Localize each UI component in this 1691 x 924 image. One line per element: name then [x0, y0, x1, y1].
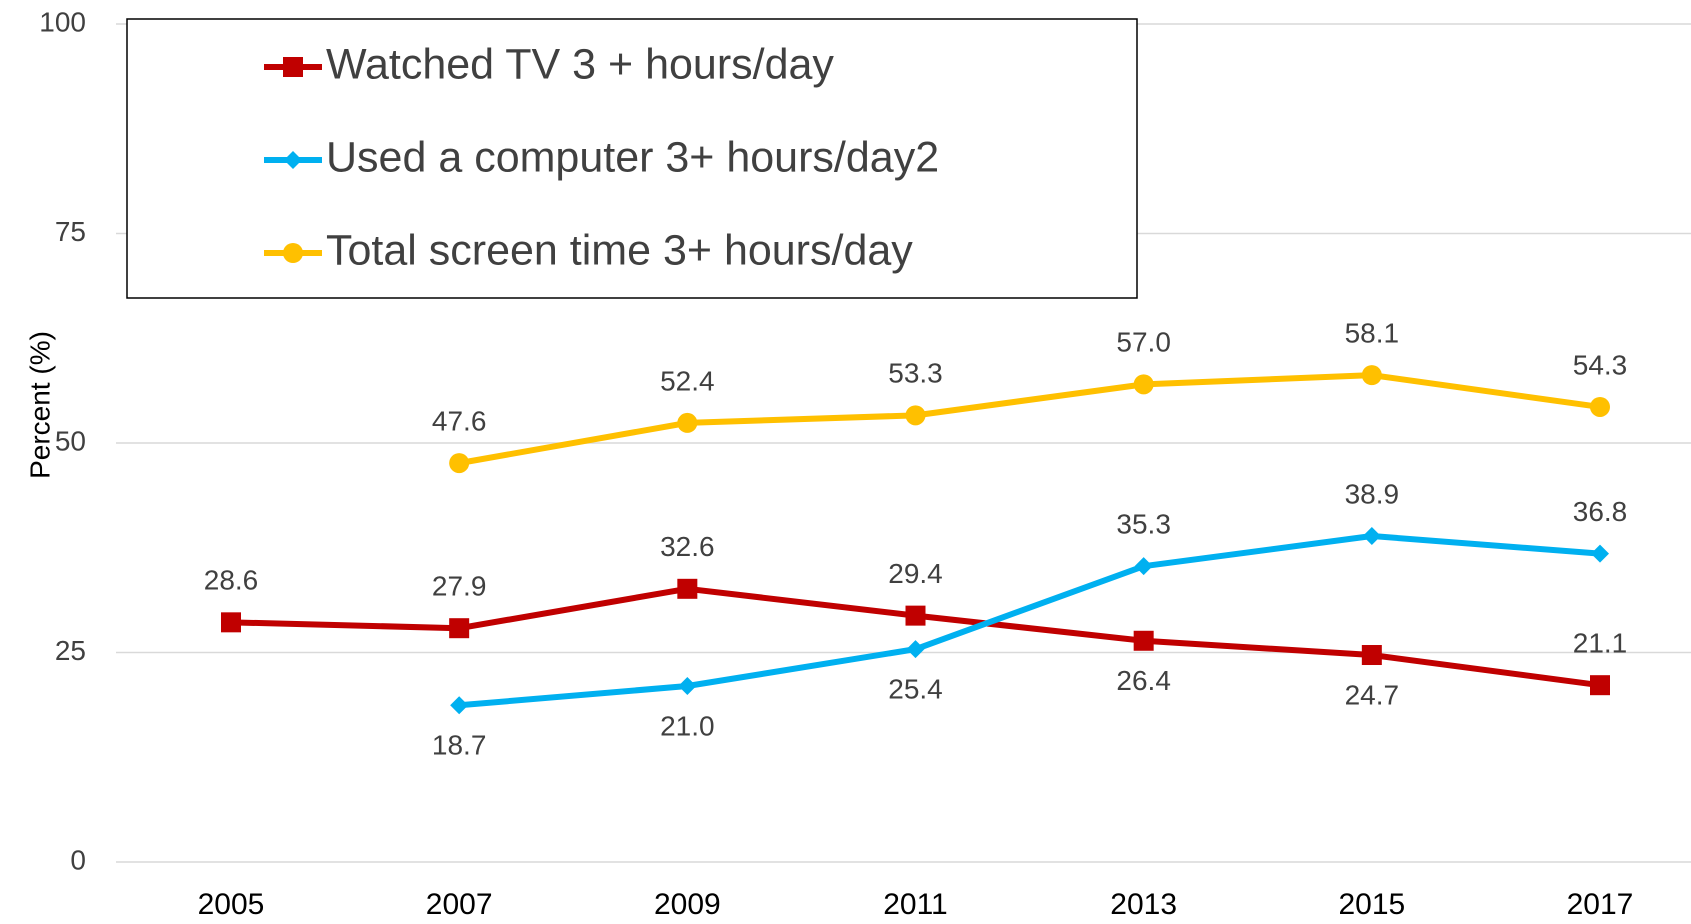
data-label: 35.3 — [1116, 509, 1171, 540]
marker — [906, 640, 925, 659]
marker — [1590, 675, 1610, 696]
y-axis-label: Percent (%) — [24, 331, 55, 479]
marker — [283, 57, 303, 77]
data-label: 54.3 — [1573, 349, 1628, 380]
x-tick-label: 2009 — [654, 888, 721, 921]
marker — [221, 612, 241, 633]
x-tick-label: 2017 — [1567, 888, 1634, 921]
series-line — [458, 372, 1601, 467]
data-label: 57.0 — [1116, 327, 1171, 358]
x-tick-label: 2013 — [1110, 888, 1177, 921]
data-label: 28.6 — [204, 565, 259, 596]
x-tick-label: 2015 — [1338, 888, 1405, 921]
data-label: 24.7 — [1345, 679, 1400, 710]
data-label: 38.9 — [1345, 478, 1400, 509]
y-tick-label: 25 — [55, 635, 86, 666]
marker — [677, 578, 698, 599]
data-label: 18.7 — [432, 730, 487, 761]
data-label: 53.3 — [888, 358, 943, 389]
y-tick-label: 50 — [55, 425, 86, 456]
data-label: 36.8 — [1573, 496, 1628, 527]
x-tick-label: 2005 — [198, 888, 265, 921]
data-label: 21.1 — [1573, 628, 1628, 659]
data-label: 25.4 — [888, 674, 943, 705]
marker — [1361, 365, 1382, 386]
marker — [449, 618, 470, 639]
marker — [678, 677, 697, 696]
marker — [450, 696, 469, 715]
legend-label: Used a computer 3+ hours/day2 — [326, 133, 939, 181]
data-label: 26.4 — [1116, 665, 1171, 696]
marker — [905, 405, 926, 426]
series-line — [458, 533, 1601, 709]
data-label: 21.0 — [660, 710, 715, 741]
marker — [1133, 374, 1154, 395]
marker — [905, 605, 926, 626]
marker — [449, 453, 470, 474]
y-tick-label: 0 — [70, 844, 86, 875]
marker — [1591, 544, 1609, 563]
data-label: 29.4 — [888, 558, 943, 589]
data-label: 32.6 — [660, 531, 715, 562]
series-line — [230, 585, 1601, 689]
data-label: 47.6 — [432, 406, 487, 437]
legend-label: Total screen time 3+ hours/day — [326, 226, 913, 274]
marker — [1134, 557, 1153, 576]
legend-label: Watched TV 3 + hours/day — [326, 40, 834, 88]
marker — [1362, 527, 1381, 546]
marker — [1590, 396, 1610, 417]
x-tick-label: 2007 — [426, 888, 493, 921]
x-tick-label: 2011 — [883, 888, 948, 921]
data-label: 27.9 — [432, 571, 487, 602]
data-label: 58.1 — [1345, 318, 1400, 349]
marker — [284, 151, 302, 169]
data-label: 52.4 — [660, 365, 715, 396]
y-tick-label: 100 — [39, 6, 86, 37]
marker — [677, 412, 698, 433]
marker — [1361, 645, 1382, 666]
marker — [1133, 630, 1154, 651]
y-tick-label: 75 — [55, 216, 86, 247]
marker — [283, 243, 303, 263]
